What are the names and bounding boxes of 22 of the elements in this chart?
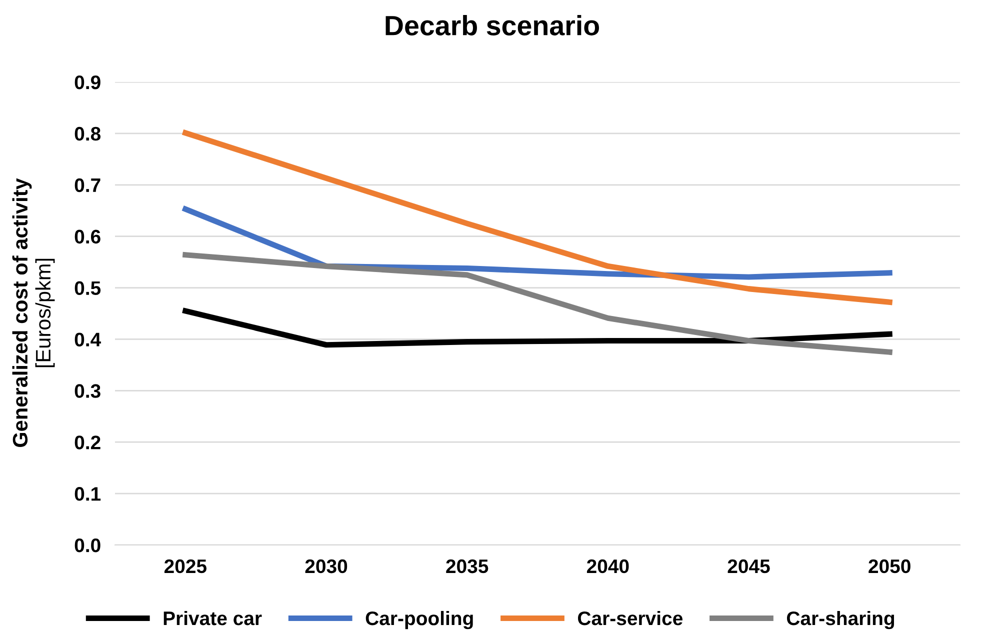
y-axis-title: Generalized cost of activity [Euros/pkm] <box>12 178 55 448</box>
legend-label: Car-pooling <box>366 610 473 630</box>
legend-label: Car-service <box>578 610 682 626</box>
y-tick-label: 0.1 <box>74 487 101 501</box>
y-tick-label: 0.3 <box>74 384 100 398</box>
x-tick-label: 2050 <box>868 559 910 574</box>
y-tick-label: 0.8 <box>74 126 101 141</box>
x-tick-label: 2035 <box>446 559 488 574</box>
x-tick-label: 2030 <box>305 559 348 574</box>
y-tick-label: 0.5 <box>74 281 101 296</box>
x-tick-label: 2045 <box>728 559 770 574</box>
y-tick-label: 0.0 <box>74 538 100 552</box>
x-tick-label: 2040 <box>586 559 629 574</box>
x-tick-label: 2025 <box>164 559 207 574</box>
y-tick-label: 0.6 <box>74 230 100 244</box>
legend-label: Private car <box>164 610 262 626</box>
chart-title: Decarb scenario <box>386 15 599 36</box>
y-tick-label: 0.7 <box>74 178 100 192</box>
y-tick-label: 0.9 <box>74 75 100 90</box>
y-tick-label: 0.4 <box>74 332 102 346</box>
legend-label: Car-sharing <box>787 610 894 630</box>
y-tick-label: 0.2 <box>74 436 100 450</box>
